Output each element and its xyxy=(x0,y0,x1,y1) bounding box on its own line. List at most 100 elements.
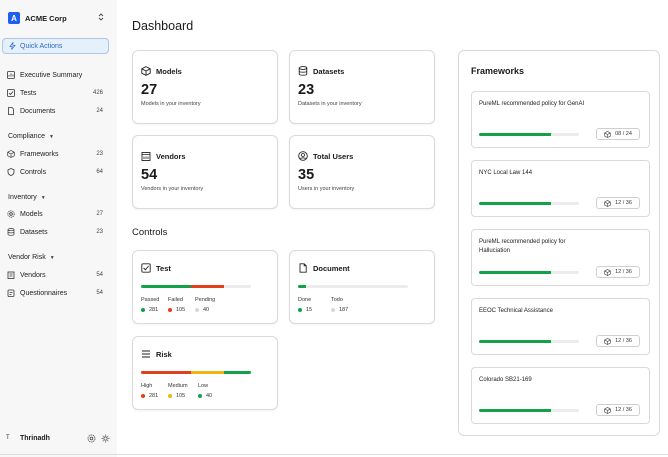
org-logo: A xyxy=(8,12,20,24)
stat-card-models[interactable]: Models 27 Models in your inventory xyxy=(132,50,278,124)
sidebar-item-controls[interactable]: Controls 64 xyxy=(7,166,103,178)
user-circle-icon xyxy=(298,151,308,161)
database-icon xyxy=(298,66,308,76)
framework-progress-badge: 12 / 36 xyxy=(596,197,640,209)
sidebar-item-count: 64 xyxy=(96,169,103,175)
avatar[interactable]: T xyxy=(6,435,10,441)
framework-name: Colorado SB21-169 xyxy=(479,377,532,383)
database-icon xyxy=(7,228,15,236)
checkbox-icon xyxy=(7,89,15,97)
risk-low-segment xyxy=(223,371,251,374)
framework-card[interactable]: PureML recommended policy for GenAI 08 /… xyxy=(471,91,650,148)
section-label: Compliance xyxy=(8,133,45,140)
stat-card-total-users[interactable]: Total Users 35 Users in your inventory xyxy=(289,135,435,209)
sidebar-item-label: Datasets xyxy=(20,228,48,236)
cube-icon xyxy=(7,150,15,158)
document-icon xyxy=(299,263,307,273)
quick-actions-button[interactable]: Quick Actions xyxy=(2,38,109,54)
document-done-segment xyxy=(298,285,306,288)
framework-progress-text: 08 / 24 xyxy=(615,131,632,137)
sidebar-item-datasets[interactable]: Datasets 23 xyxy=(7,226,103,238)
controls-card-risk[interactable]: Risk High Medium Low 281 105 40 xyxy=(132,336,278,410)
sidebar-item-count: 24 xyxy=(96,108,103,114)
framework-progress-fill xyxy=(479,202,551,205)
framework-card[interactable]: PureML recommended policy for Halluciati… xyxy=(471,229,650,286)
grey-dot xyxy=(331,308,335,312)
sidebar-item-vendors[interactable]: Vendors 54 xyxy=(7,269,103,281)
framework-card[interactable]: EEOC Technical Assistance 12 / 36 xyxy=(471,298,650,355)
quick-actions-label: Quick Actions xyxy=(20,42,63,50)
framework-progress-badge: 12 / 36 xyxy=(596,335,640,347)
theme-sun-icon[interactable] xyxy=(101,434,110,443)
sidebar-item-label: Models xyxy=(20,210,43,218)
sidebar-item-label: Questionnaires xyxy=(20,289,68,297)
stat-label: Vendors xyxy=(156,151,186,161)
frameworks-title: Frameworks xyxy=(471,66,525,76)
stat-value: 35 xyxy=(298,167,315,183)
controls-heading: Controls xyxy=(132,227,168,238)
legend-value: 105 xyxy=(168,307,185,313)
framework-progress-bar xyxy=(479,271,579,274)
framework-progress-bar xyxy=(479,202,579,205)
framework-progress-bar xyxy=(479,133,579,136)
controls-card-test[interactable]: Test Passed Failed Pending 281 105 40 xyxy=(132,250,278,324)
chevron-down-icon: ▼ xyxy=(40,194,46,201)
sidebar-item-tests[interactable]: Tests 426 xyxy=(7,87,103,99)
stat-label: Models xyxy=(156,66,182,76)
org-switcher[interactable]: A ACME Corp xyxy=(8,10,104,26)
legend-label: Done xyxy=(298,297,312,303)
stat-card-vendors[interactable]: Vendors 54 Vendors in your inventory xyxy=(132,135,278,209)
cube-icon xyxy=(604,130,611,138)
sidebar-item-count: 54 xyxy=(96,272,103,278)
sidebar-item-models[interactable]: Models 27 xyxy=(7,208,103,220)
sidebar-item-executive-summary[interactable]: Executive Summary xyxy=(7,69,103,81)
document-icon xyxy=(7,107,15,115)
menu-icon xyxy=(142,350,150,358)
stat-value: 23 xyxy=(298,82,315,98)
sidebar-item-frameworks[interactable]: Frameworks 23 xyxy=(7,148,103,160)
section-vendor-risk[interactable]: Vendor Risk ▼ xyxy=(8,254,55,261)
green-dot xyxy=(198,394,202,398)
risk-high-segment xyxy=(141,371,191,374)
controls-card-label: Risk xyxy=(156,349,172,359)
window-bottom-border xyxy=(0,454,668,455)
sidebar-item-documents[interactable]: Documents 24 xyxy=(7,105,103,117)
section-label: Inventory xyxy=(8,194,37,201)
sidebar-item-label: Documents xyxy=(20,107,56,115)
cube-icon xyxy=(604,199,611,207)
legend-value: 187 xyxy=(331,307,348,313)
legend-value: 15 xyxy=(298,307,312,313)
sidebar-item-count: 23 xyxy=(96,151,103,157)
sidebar-item-questionnaires[interactable]: Questionnaires 54 xyxy=(7,287,103,299)
controls-card-document[interactable]: Document Done Todo 15 187 xyxy=(289,250,435,324)
section-compliance[interactable]: Compliance ▼ xyxy=(8,133,54,140)
green-dot xyxy=(298,308,302,312)
shield-icon xyxy=(7,168,15,176)
stat-card-datasets[interactable]: Datasets 23 Datasets in your inventory xyxy=(289,50,435,124)
building-icon xyxy=(141,152,151,161)
framework-progress-text: 12 / 36 xyxy=(615,269,632,275)
controls-card-label: Document xyxy=(313,263,350,273)
chevron-updown-icon xyxy=(98,13,104,23)
framework-progress-badge: 12 / 36 xyxy=(596,266,640,278)
section-inventory[interactable]: Inventory ▼ xyxy=(8,194,46,201)
risk-medium-segment xyxy=(190,371,224,374)
legend-label: Medium xyxy=(168,383,188,389)
legend-value: 40 xyxy=(198,393,212,399)
sidebar-item-label: Executive Summary xyxy=(20,71,83,79)
framework-progress-bar xyxy=(479,409,579,412)
framework-name: PureML recommended policy for GenAI xyxy=(479,101,585,107)
frameworks-panel: Frameworks PureML recommended policy for… xyxy=(458,50,660,436)
sidebar: A ACME Corp Quick Actions Executive Summ… xyxy=(0,0,117,457)
framework-progress-badge: 08 / 24 xyxy=(596,128,640,140)
framework-card[interactable]: Colorado SB21-169 12 / 36 xyxy=(471,367,650,424)
cube-icon xyxy=(604,268,611,276)
sidebar-item-label: Tests xyxy=(20,89,37,97)
framework-progress-text: 12 / 36 xyxy=(615,407,632,413)
framework-progress-text: 12 / 36 xyxy=(615,200,632,206)
settings-gear-icon[interactable] xyxy=(87,434,96,443)
framework-card[interactable]: NYC Local Law 144 12 / 36 xyxy=(471,160,650,217)
stat-subtitle: Users in your inventory xyxy=(298,186,355,192)
user-name[interactable]: Thrinadh xyxy=(20,434,50,442)
